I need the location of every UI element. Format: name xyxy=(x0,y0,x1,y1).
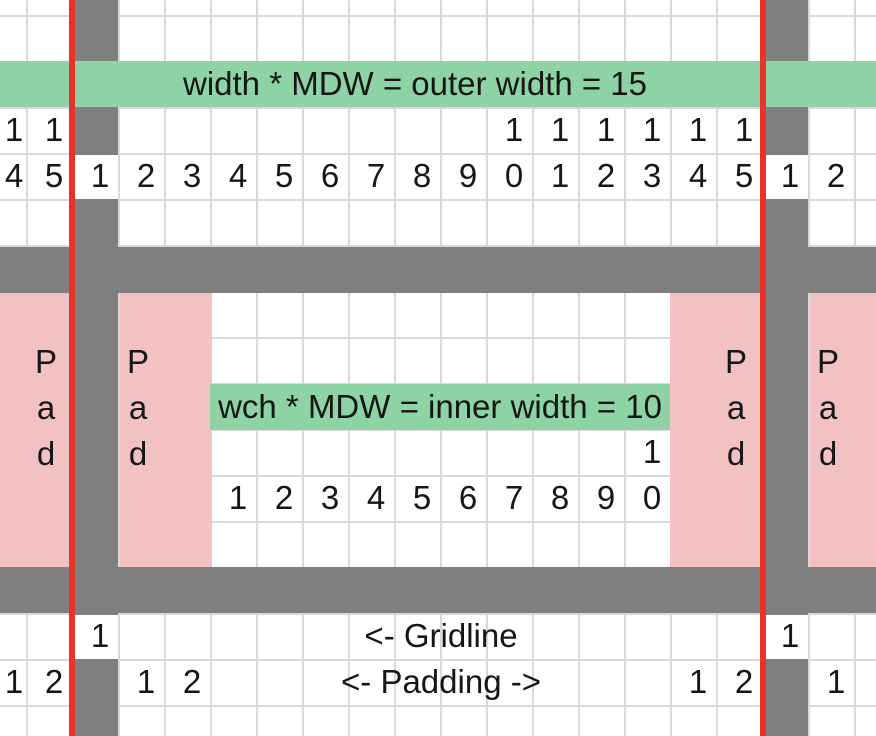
gridline-pixel-cell xyxy=(766,615,808,659)
pad-letter: P xyxy=(816,343,840,380)
pad-letter: P xyxy=(724,343,748,380)
pixel-number: 7 xyxy=(504,479,524,516)
red-gridline-right xyxy=(760,0,766,736)
gridline-pixel-cell xyxy=(75,615,118,659)
pixel-number: 2 xyxy=(182,663,202,700)
pixel-number: 3 xyxy=(642,157,662,194)
pad-letter: d xyxy=(36,435,56,472)
padding-block-far-right xyxy=(810,293,876,567)
pixel-number: 1 xyxy=(90,157,110,194)
pixel-number: 8 xyxy=(412,157,432,194)
pixel-number: 4 xyxy=(228,157,248,194)
pixel-number: 1 xyxy=(688,663,708,700)
pixel-number: 3 xyxy=(182,157,202,194)
pixel-number: 4 xyxy=(688,157,708,194)
gridline-label: <- Gridline xyxy=(364,617,518,654)
pad-letter: P xyxy=(34,343,58,380)
pixel-number: 0 xyxy=(642,479,662,516)
pixel-number: 1 xyxy=(596,111,616,148)
pixel-number: 8 xyxy=(550,479,570,516)
pixel-number: 5 xyxy=(44,157,64,194)
padding-label: <- Padding -> xyxy=(341,663,541,700)
pixel-number: 2 xyxy=(596,157,616,194)
pixel-number: 5 xyxy=(734,157,754,194)
gridline-pixel-cell xyxy=(766,155,808,199)
pad-letter: a xyxy=(726,389,746,426)
pixel-number: 3 xyxy=(320,479,340,516)
padding-block-far-left xyxy=(0,293,69,567)
pad-letter: d xyxy=(128,435,148,472)
pixel-number: 1 xyxy=(780,157,800,194)
pixel-number: 1 xyxy=(44,111,64,148)
pad-letter: d xyxy=(818,435,838,472)
pixel-number: 1 xyxy=(4,663,24,700)
gridline-bar-top xyxy=(0,247,876,293)
red-gridline-left xyxy=(69,0,75,736)
pixel-number: 1 xyxy=(642,433,662,470)
inner-width-banner: wch * MDW = inner width = 10 xyxy=(210,384,670,430)
pixel-number: 1 xyxy=(4,111,24,148)
pixel-number: 1 xyxy=(826,663,846,700)
pixel-number: 1 xyxy=(504,111,524,148)
gridline-pixel-column-left xyxy=(75,0,118,736)
pixel-number: 2 xyxy=(136,157,156,194)
pixel-number: 2 xyxy=(826,157,846,194)
pixel-number: 7 xyxy=(366,157,386,194)
pixel-number: 1 xyxy=(642,111,662,148)
pixel-number: 4 xyxy=(4,157,24,194)
pixel-number: 1 xyxy=(550,157,570,194)
pixel-number: 1 xyxy=(550,111,570,148)
pixel-number: 0 xyxy=(504,157,524,194)
pad-letter: P xyxy=(126,343,150,380)
gridline-bar-bottom xyxy=(0,567,876,613)
pixel-number: 4 xyxy=(366,479,386,516)
pixel-number: 1 xyxy=(688,111,708,148)
pixel-number: 5 xyxy=(274,157,294,194)
pixel-number: 5 xyxy=(412,479,432,516)
pad-letter: a xyxy=(818,389,838,426)
pixel-number: 2 xyxy=(734,663,754,700)
pixel-number: 6 xyxy=(458,479,478,516)
pixel-number: 2 xyxy=(44,663,64,700)
pixel-number: 9 xyxy=(596,479,616,516)
pixel-number: 1 xyxy=(90,617,110,654)
gridline-pixel-column-right xyxy=(766,0,808,736)
pixel-number: 1 xyxy=(228,479,248,516)
pad-letter: a xyxy=(36,389,56,426)
pad-letter: a xyxy=(128,389,148,426)
padding-block-inner-left xyxy=(120,293,212,567)
pixel-number: 6 xyxy=(320,157,340,194)
pixel-number: 1 xyxy=(780,617,800,654)
pixel-number: 1 xyxy=(734,111,754,148)
padding-block-inner-right xyxy=(670,293,760,567)
gridline-pixel-cell xyxy=(75,155,118,199)
pixel-number: 9 xyxy=(458,157,478,194)
pixel-number: 1 xyxy=(136,663,156,700)
pad-letter: d xyxy=(726,435,746,472)
pixel-number: 2 xyxy=(274,479,294,516)
outer-width-banner: width * MDW = outer width = 15 xyxy=(0,61,876,107)
